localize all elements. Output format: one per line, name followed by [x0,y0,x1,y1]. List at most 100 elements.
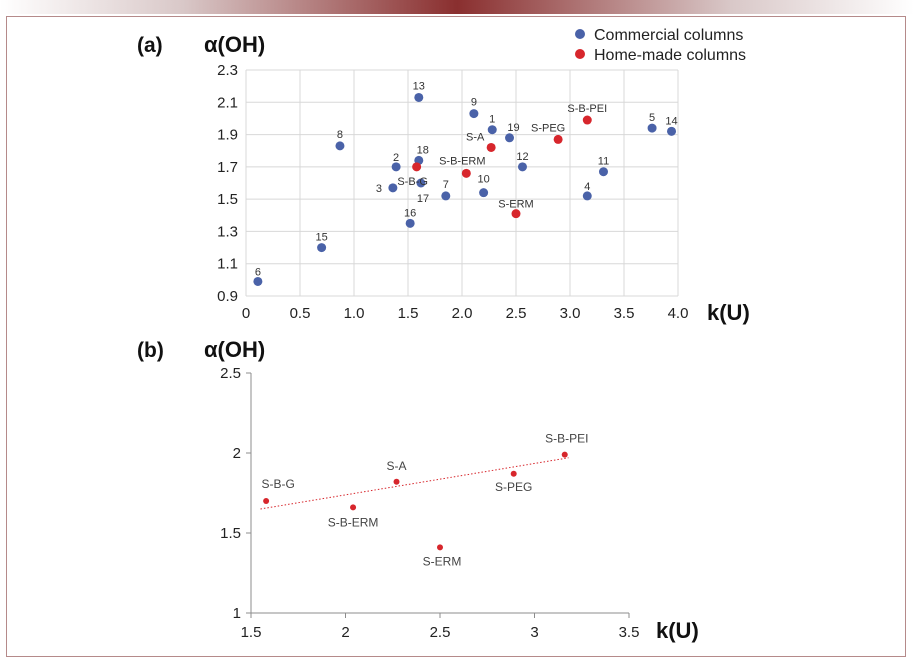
panel-a-point-11 [598,167,608,177]
panel-a-point-label: 9 [471,97,477,109]
panel-a-point-S-A [486,142,496,152]
panel-a-point-5 [647,123,657,133]
panel-a-x-tick-label: 0.5 [290,305,311,322]
panel-b-point-label: S-A [387,459,407,473]
panel-a-point-S-ERM [511,209,521,219]
panel-a-point-label: 11 [598,156,609,168]
panel-a-point-17 [416,178,426,188]
panel-a-point-S-B-PEI [582,115,592,125]
panel-a-point-16 [405,218,415,228]
panel-a-point-label: S-A [466,131,485,143]
panel-a-point-label: 13 [413,80,425,92]
panel-b-x-tick-label: 2.5 [430,624,451,641]
panel-b-point-S-B-PEI [561,451,568,458]
panel-a-point-label: 19 [507,122,519,134]
panel-a-point-label: 18 [417,144,429,156]
panel-a-point-label: 14 [665,115,677,127]
figure-frame [6,16,906,657]
panel-a-point-1 [487,125,497,135]
panel-a-y-tick-label: 1.1 [217,256,238,273]
panel-b-point-S-B-ERM [350,504,357,511]
panel-b-y-tick-label: 1.5 [220,525,241,542]
panel-a-x-tick-label: 2.5 [506,305,527,322]
legend-label-homemade: Home-made columns [594,47,746,64]
panel-a-point-14 [667,126,677,136]
panel-a-y-axis-title: α(OH) [204,32,265,57]
panel-a-point-label: 15 [315,232,327,244]
panel-b-point-label: S-B-ERM [328,515,379,529]
panel-b-point-S-B-G [263,498,270,504]
panel-a-point-label: S-B-ERM [439,155,485,167]
panel-b-x-tick-label: 3 [530,624,538,641]
panel-b-x-tick-label: 3.5 [619,624,640,641]
panel-b-point-S-PEG [510,470,517,477]
panel-a-x-tick-label: 1.5 [398,305,419,322]
panel-a-point-19 [505,133,515,143]
panel-a-point-label: 17 [417,193,429,205]
panel-a-x-tick-label: 0 [242,305,250,322]
legend-label-commercial: Commercial columns [594,27,743,44]
panel-a-x-tick-label: 2.0 [452,305,473,322]
panel-b-scatter-chart: (b) α(OH) k(U) 1.5 2 2.5 3 3.511.522.5 S-B-P… [137,337,699,643]
panel-a-point-9 [469,109,479,119]
panel-b-y-tick-label: 1 [233,605,241,622]
panel-a-y-tick-label: 1.7 [217,159,238,176]
panel-a-label: (a) [137,34,163,57]
panel-b-x-tick-label: 2 [341,624,349,641]
panel-a-point-12 [517,162,527,172]
panel-a-point-8 [335,141,345,151]
panel-b-x-axis-title: k(U) [656,618,699,643]
panel-a-point-2 [391,162,401,172]
panel-a-y-tick-label: 1.5 [217,191,238,208]
panel-a-point-label: S-B-G [397,176,428,188]
panel-a-y-tick-label: 2.1 [217,94,238,111]
panel-a-point-label: 2 [393,152,399,164]
panel-a-point-label: S-B-PEI [567,103,607,115]
panel-a-point-label: 7 [443,179,449,191]
panel-a-y-tick-label: 1.9 [217,127,238,144]
panel-b-point-label: S-ERM [423,554,462,568]
panel-a-point-15 [317,243,327,253]
panel-b-x-tick-label: 1.5 [241,624,262,641]
panel-a-point-13 [414,92,424,102]
panel-a-point-6 [253,276,263,286]
panel-a-legend: Commercial columns Home-made columns [575,27,746,64]
panel-a-point-label: S-ERM [498,199,533,211]
panel-a-scatter-chart: (a) α(OH) k(U) 0 0.5 1.0 1.5 2.0 2.5 3.0 3.5 4.0… [137,27,750,325]
panel-b-point-S-ERM [437,544,443,551]
panel-b-trendline [260,457,569,510]
panel-a-point-4 [582,191,592,201]
panel-a-point-label: 3 [376,183,382,195]
top-decorative-bar [0,0,914,14]
panel-b-point-S-A [393,478,400,485]
panel-a-point-label: S-PEG [531,122,565,134]
panel-a-point-S-B-G [412,162,422,172]
panel-a-point-7 [441,191,451,201]
panel-a-y-tick-label: 1.3 [217,223,238,240]
panel-a-point-label: 5 [649,112,655,124]
panel-b-y-tick-label: 2.5 [220,365,241,382]
panel-b-y-axis-title: α(OH) [204,337,265,362]
panel-b-point-label: S-PEG [495,480,532,494]
panel-a-x-tick-label: 3.0 [560,305,581,322]
panel-a-y-tick-label: 0.9 [217,288,238,305]
panel-a-point-S-PEG [553,134,563,144]
panel-a-point-3 [388,183,398,193]
panel-a-point-label: 1 [489,114,495,126]
panel-b-y-tick-label: 2 [233,445,241,462]
panel-a-point-label: 6 [255,266,261,278]
panel-a-point-S-B-ERM [461,168,471,178]
panel-a-point-label: 12 [516,151,528,163]
legend-marker-homemade [575,49,585,59]
panel-a-point-label: 4 [584,181,590,193]
legend-marker-commercial [575,29,585,39]
panel-a-point-label: 8 [337,129,343,141]
panel-a-y-tick-label: 2.3 [217,62,238,79]
panel-a-x-axis-title: k(U) [707,300,750,325]
panel-b-label: (b) [137,339,164,362]
panel-a-x-tick-label: 3.5 [614,305,635,322]
panel-a-x-tick-label: 4.0 [668,305,689,322]
panel-a-point-10 [479,188,489,198]
panel-b-point-label: S-B-PEI [545,432,588,446]
